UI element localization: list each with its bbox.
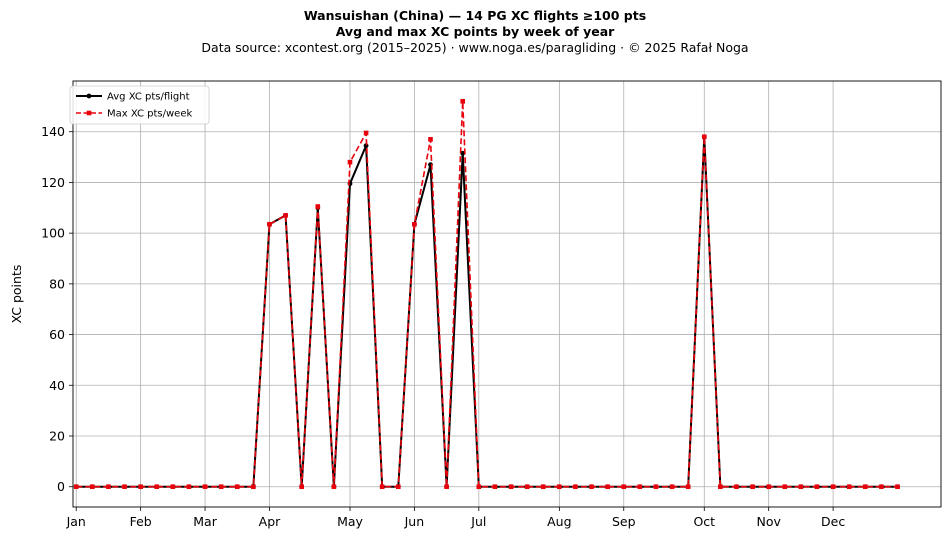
- series-max: [73, 98, 900, 490]
- data-point: [154, 484, 160, 490]
- data-source-note: Data source: xcontest.org (2015–2025) · …: [201, 40, 749, 55]
- data-point: [557, 484, 562, 490]
- y-tick-label: 100: [41, 226, 65, 241]
- chart-titles: Wansuishan (China) — 14 PG XC flights ≥1…: [0, 8, 950, 56]
- y-tick-label: 120: [41, 175, 65, 190]
- data-point: [508, 484, 514, 490]
- data-point: [460, 150, 466, 156]
- data-point: [122, 484, 127, 490]
- x-tick-label: Oct: [693, 514, 715, 529]
- data-point: [283, 213, 288, 218]
- data-point: [202, 484, 208, 490]
- axes: Jan Feb Mar Apr May Jun Jul Aug Sep Oct Nov Dec 0 20 4…: [9, 80, 942, 529]
- x-tick-label: Sep: [612, 514, 636, 529]
- data-point: [331, 484, 337, 490]
- y-tick-label: 140: [41, 124, 65, 139]
- data-point: [863, 484, 868, 490]
- data-point: [90, 484, 95, 490]
- y-tick-label: 80: [49, 276, 65, 291]
- data-point: [428, 137, 433, 142]
- data-point: [750, 484, 755, 490]
- data-point: [701, 134, 707, 140]
- x-tick-label: Nov: [756, 514, 781, 529]
- data-point: [734, 484, 739, 490]
- data-point: [395, 484, 401, 490]
- data-point: [315, 204, 321, 209]
- legend-box: [69, 85, 210, 125]
- data-point: [492, 484, 498, 490]
- y-tick-label: 60: [49, 327, 65, 342]
- data-point: [251, 484, 256, 490]
- series-line: [76, 135, 898, 488]
- data-point: [476, 484, 482, 490]
- data-point: [106, 484, 111, 490]
- data-point: [186, 484, 192, 490]
- data-point: [524, 484, 530, 490]
- data-point: [846, 484, 852, 490]
- data-point: [138, 484, 143, 490]
- x-tick-label: Jul: [470, 514, 486, 529]
- legend-marker: [86, 110, 92, 116]
- data-point: [460, 98, 466, 104]
- data-point: [299, 484, 304, 490]
- data-point: [830, 484, 836, 490]
- chart-subtitle: Avg and max XC points by week of year: [335, 24, 615, 39]
- data-point: [540, 484, 546, 490]
- data-point: [170, 484, 176, 490]
- data-point: [589, 484, 594, 490]
- data-point: [347, 159, 353, 165]
- data-point: [637, 484, 643, 490]
- data-point: [766, 484, 771, 490]
- y-tick-label: 0: [57, 479, 65, 494]
- y-tick-label: 40: [49, 378, 65, 393]
- grid-lines: [73, 81, 941, 507]
- x-tick-label: Feb: [130, 514, 152, 529]
- data-point: [218, 484, 224, 490]
- legend-marker: [86, 93, 92, 99]
- data-point: [814, 484, 820, 490]
- data-point: [621, 484, 627, 490]
- legend-label: Max XC pts/week: [107, 109, 192, 120]
- x-tick-label: Jun: [404, 514, 425, 529]
- data-point: [73, 484, 79, 490]
- data-point: [718, 484, 723, 490]
- data-point: [363, 130, 369, 136]
- data-point: [879, 484, 884, 490]
- x-tick-label: Aug: [547, 514, 571, 529]
- data-point: [267, 221, 272, 227]
- x-tick-label: Apr: [259, 514, 281, 529]
- x-tick-label: Jan: [66, 514, 86, 529]
- data-point: [444, 484, 449, 490]
- data-point: [669, 484, 675, 490]
- plot-frame: [72, 80, 942, 508]
- x-tick-label: Mar: [193, 514, 217, 529]
- x-tick-label: Dec: [821, 514, 845, 529]
- legend-label: Avg XC pts/flight: [107, 92, 190, 103]
- data-point: [685, 484, 691, 490]
- data-point: [412, 221, 417, 227]
- data-point: [895, 484, 900, 490]
- data-point: [782, 484, 788, 490]
- chart-title: Wansuishan (China) — 14 PG XC flights ≥1…: [303, 8, 647, 23]
- x-tick-label: May: [337, 514, 363, 529]
- data-point: [798, 484, 804, 490]
- data-point: [234, 484, 240, 490]
- data-point: [379, 484, 385, 490]
- series-line: [76, 100, 898, 488]
- y-axis-label: XC points: [9, 265, 24, 324]
- legend: Avg XC pts/flight Max XC pts/week: [69, 85, 210, 125]
- data-point: [573, 484, 578, 490]
- data-point: [653, 484, 659, 490]
- data-point: [605, 484, 610, 490]
- y-tick-label: 20: [49, 429, 65, 444]
